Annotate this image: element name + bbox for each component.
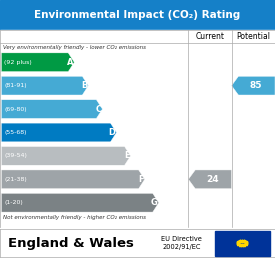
Polygon shape	[1, 53, 74, 72]
Text: F: F	[138, 175, 144, 184]
Text: Environmental Impact (CO₂) Rating: Environmental Impact (CO₂) Rating	[34, 10, 241, 20]
Text: (81-91): (81-91)	[4, 83, 27, 88]
Text: D: D	[109, 128, 116, 137]
Text: G: G	[151, 198, 158, 207]
Polygon shape	[1, 123, 117, 142]
Text: (1-20): (1-20)	[4, 200, 23, 205]
Text: C: C	[95, 104, 102, 114]
Text: B: B	[81, 81, 87, 90]
Polygon shape	[1, 147, 131, 165]
Polygon shape	[1, 193, 159, 212]
Text: Very environmentally friendly - lower CO₂ emissions: Very environmentally friendly - lower CO…	[3, 45, 146, 50]
Text: Not environmentally friendly - higher CO₂ emissions: Not environmentally friendly - higher CO…	[3, 215, 146, 220]
Text: (55-68): (55-68)	[4, 130, 27, 135]
Polygon shape	[188, 170, 232, 189]
Text: 85: 85	[250, 81, 262, 90]
Text: (69-80): (69-80)	[4, 107, 27, 111]
Text: Potential: Potential	[236, 32, 270, 41]
Polygon shape	[1, 170, 145, 189]
Polygon shape	[232, 76, 275, 95]
Text: A: A	[67, 58, 73, 67]
Polygon shape	[1, 76, 88, 95]
Polygon shape	[1, 100, 103, 118]
Text: 24: 24	[207, 175, 219, 184]
Text: (92 plus): (92 plus)	[4, 60, 32, 65]
Text: EU Directive
2002/91/EC: EU Directive 2002/91/EC	[161, 236, 202, 250]
Text: (39-54): (39-54)	[4, 154, 27, 158]
Bar	[214, 231, 270, 256]
Text: E: E	[124, 151, 130, 160]
Text: England & Wales: England & Wales	[8, 237, 134, 250]
Text: Current: Current	[196, 32, 224, 41]
Text: (21-38): (21-38)	[4, 177, 27, 182]
